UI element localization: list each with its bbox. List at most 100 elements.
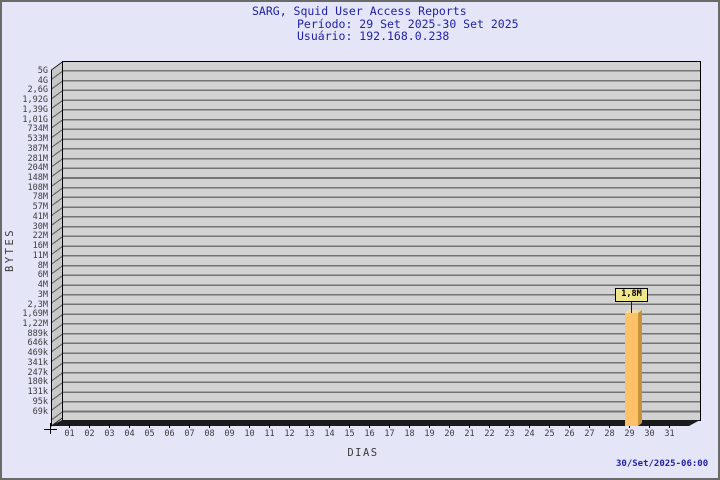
x-tick-mark [309, 424, 310, 428]
x-tick-label: 13 [304, 429, 315, 439]
y-tick-label: 1,92G [22, 95, 48, 106]
x-tick-label: 27 [584, 429, 595, 439]
x-tick-mark [609, 424, 610, 428]
y-tick-label: 95k [32, 396, 48, 407]
y-tick-label: 108M [27, 182, 48, 193]
y-tick-label: 22M [32, 231, 48, 242]
x-tick-label: 04 [124, 429, 135, 439]
x-tick-label: 20 [444, 429, 455, 439]
x-tick-label: 24 [524, 429, 535, 439]
x-tick-mark [189, 424, 190, 428]
y-tick-label: 3M [37, 289, 48, 300]
x-tick-label: 10 [244, 429, 255, 439]
y-tick-label: 6M [37, 270, 48, 281]
x-tick-mark [509, 424, 510, 428]
y-tick-label: 734M [27, 124, 48, 135]
y-tick-label: 131k [27, 387, 48, 398]
origin-axis-vertical [50, 423, 51, 434]
x-tick-label: 11 [264, 429, 275, 439]
y-tick-label: 41M [32, 211, 48, 222]
x-tick-mark [149, 424, 150, 428]
x-tick-label: 30 [644, 429, 655, 439]
bar-front-face [625, 313, 638, 426]
y-tick-label: 533M [27, 134, 48, 145]
y-tick-label: 281M [27, 153, 48, 164]
x-tick-label: 18 [404, 429, 415, 439]
y-tick-label: 1,22M [22, 318, 48, 329]
report-title: SARG, Squid User Access Reports [252, 4, 467, 18]
x-tick-mark [549, 424, 550, 428]
y-tick-label: 148M [27, 173, 48, 184]
x-tick-label: 12 [284, 429, 295, 439]
x-tick-mark [289, 424, 290, 428]
x-axis-title: DIAS [347, 447, 379, 459]
y-tick-label: 4G [37, 75, 48, 86]
plot-left-wall [51, 61, 63, 427]
y-tick-label: 57M [32, 202, 48, 213]
x-tick-label: 15 [344, 429, 355, 439]
x-tick-mark [449, 424, 450, 428]
x-tick-label: 06 [164, 429, 175, 439]
x-tick-mark [249, 424, 250, 428]
y-tick-label: 1,39G [22, 104, 48, 115]
y-tick-label: 204M [27, 163, 48, 174]
x-tick-label: 25 [544, 429, 555, 439]
y-tick-label: 4M [37, 280, 48, 291]
y-tick-label: 11M [32, 250, 48, 261]
x-tick-mark [329, 424, 330, 428]
x-tick-mark [429, 424, 430, 428]
x-tick-label: 19 [424, 429, 435, 439]
x-tick-label: 22 [484, 429, 495, 439]
bar-value-label: 1,8M [615, 288, 648, 302]
x-tick-label: 16 [364, 429, 375, 439]
bar-top-face [625, 310, 642, 313]
x-tick-mark [349, 424, 350, 428]
y-tick-label: 8M [37, 260, 48, 271]
y-tick-label: 2,6G [27, 85, 48, 96]
report-period: Período: 29 Set 2025-30 Set 2025 [297, 16, 519, 31]
x-tick-mark [649, 424, 650, 428]
report-user: Usuário: 192.168.0.238 [297, 29, 450, 43]
y-tick-label: 16M [32, 241, 48, 252]
x-tick-mark [589, 424, 590, 428]
x-tick-label: 17 [384, 429, 395, 439]
x-tick-mark [389, 424, 390, 428]
x-tick-label: 21 [464, 429, 475, 439]
x-tick-label: 03 [104, 429, 115, 439]
x-tick-label: 23 [504, 429, 515, 439]
x-tick-mark [269, 424, 270, 428]
y-tick-label: 1,01G [22, 114, 48, 125]
bar-value-stem [630, 302, 633, 313]
x-tick-label: 08 [204, 429, 215, 439]
y-tick-label: 1,69M [22, 309, 48, 320]
x-tick-mark [489, 424, 490, 428]
x-tick-label: 09 [224, 429, 235, 439]
x-tick-mark [369, 424, 370, 428]
x-tick-mark [409, 424, 410, 428]
x-tick-mark [669, 424, 670, 428]
x-tick-mark [109, 424, 110, 428]
plot-area [62, 61, 701, 421]
x-tick-label: 05 [144, 429, 155, 439]
y-tick-label: 78M [32, 192, 48, 203]
y-tick-label: 341k [27, 357, 48, 368]
x-tick-label: 26 [564, 429, 575, 439]
y-tick-label: 889k [27, 328, 48, 339]
x-tick-mark [229, 424, 230, 428]
y-tick-label: 2,3M [27, 299, 48, 310]
x-tick-mark [89, 424, 90, 428]
y-tick-label: 387M [27, 143, 48, 154]
x-tick-mark [129, 424, 130, 428]
y-tick-label: 247k [27, 367, 48, 378]
x-tick-label: 28 [604, 429, 615, 439]
x-tick-label: 01 [64, 429, 75, 439]
x-tick-label: 29 [624, 429, 635, 439]
x-tick-mark [529, 424, 530, 428]
bar-side-face [638, 310, 642, 426]
y-tick-label: 180k [27, 377, 48, 388]
y-tick-label: 469k [27, 348, 48, 359]
x-tick-mark [169, 424, 170, 428]
x-tick-mark [69, 424, 70, 428]
y-tick-label: 30M [32, 221, 48, 232]
